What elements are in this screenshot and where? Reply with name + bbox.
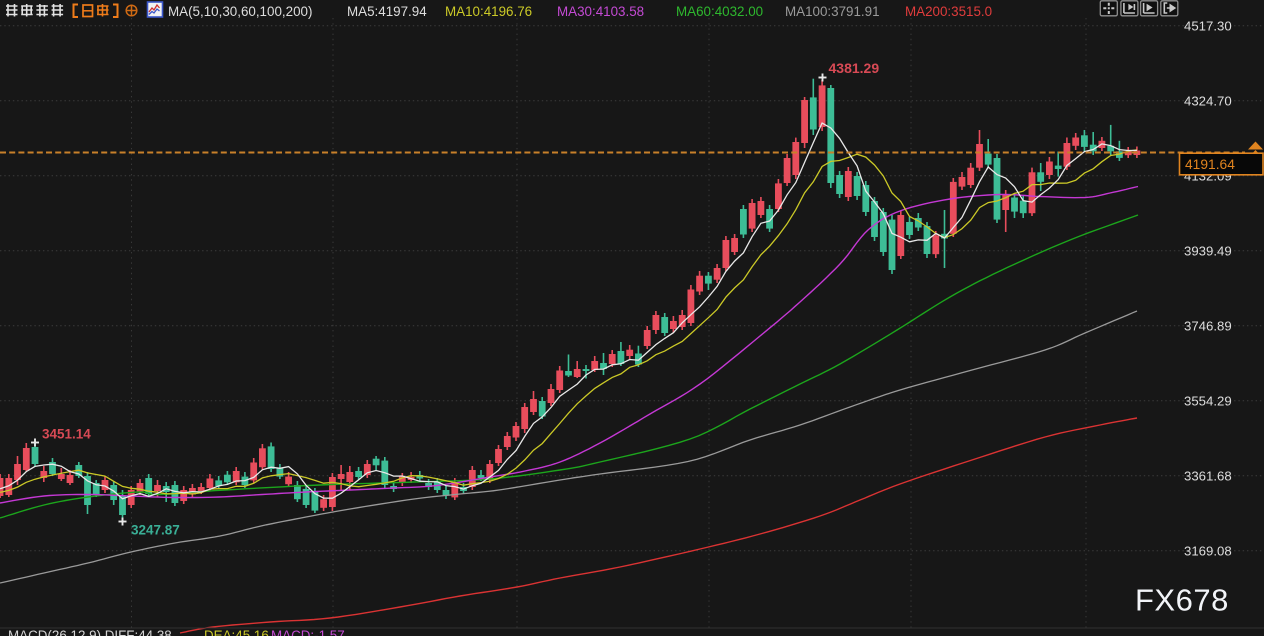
svg-text:MA5:4197.94: MA5:4197.94 xyxy=(347,4,427,19)
svg-text:3554.29: 3554.29 xyxy=(1184,393,1232,408)
svg-text:4517.30: 4517.30 xyxy=(1184,18,1232,33)
svg-text:MA10:4196.76: MA10:4196.76 xyxy=(445,4,532,19)
svg-text:FX678: FX678 xyxy=(1135,583,1229,618)
svg-text:MA30:4103.58: MA30:4103.58 xyxy=(557,4,644,19)
svg-text:MA(5,10,30,60,100,200): MA(5,10,30,60,100,200) xyxy=(168,4,312,19)
svg-text:MA60:4032.00: MA60:4032.00 xyxy=(676,4,763,19)
svg-text:3451.14: 3451.14 xyxy=(42,427,91,442)
svg-text:3169.08: 3169.08 xyxy=(1184,543,1232,558)
svg-text:4381.29: 4381.29 xyxy=(829,60,880,76)
svg-text:4191.64: 4191.64 xyxy=(1185,157,1235,172)
svg-text:DEA:45.16: DEA:45.16 xyxy=(204,628,269,636)
svg-text:3361.68: 3361.68 xyxy=(1184,468,1232,483)
svg-text:3746.89: 3746.89 xyxy=(1184,318,1232,333)
svg-text:3939.49: 3939.49 xyxy=(1184,243,1232,258)
svg-text:3247.87: 3247.87 xyxy=(131,523,180,538)
svg-text:MA100:3791.91: MA100:3791.91 xyxy=(785,4,880,19)
svg-text:MA200:3515.0: MA200:3515.0 xyxy=(905,4,992,19)
svg-text:4324.70: 4324.70 xyxy=(1184,93,1232,108)
svg-text:MACD:-1.57: MACD:-1.57 xyxy=(271,628,345,636)
svg-text:MACD(26,12,9) DIFF:44.38: MACD(26,12,9) DIFF:44.38 xyxy=(8,628,172,636)
